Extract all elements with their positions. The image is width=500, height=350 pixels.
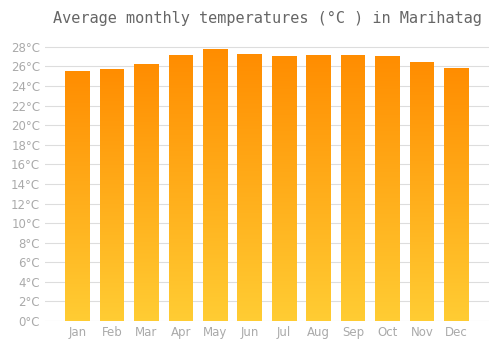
Title: Average monthly temperatures (°C ) in Marihatag: Average monthly temperatures (°C ) in Ma… [52,11,482,26]
